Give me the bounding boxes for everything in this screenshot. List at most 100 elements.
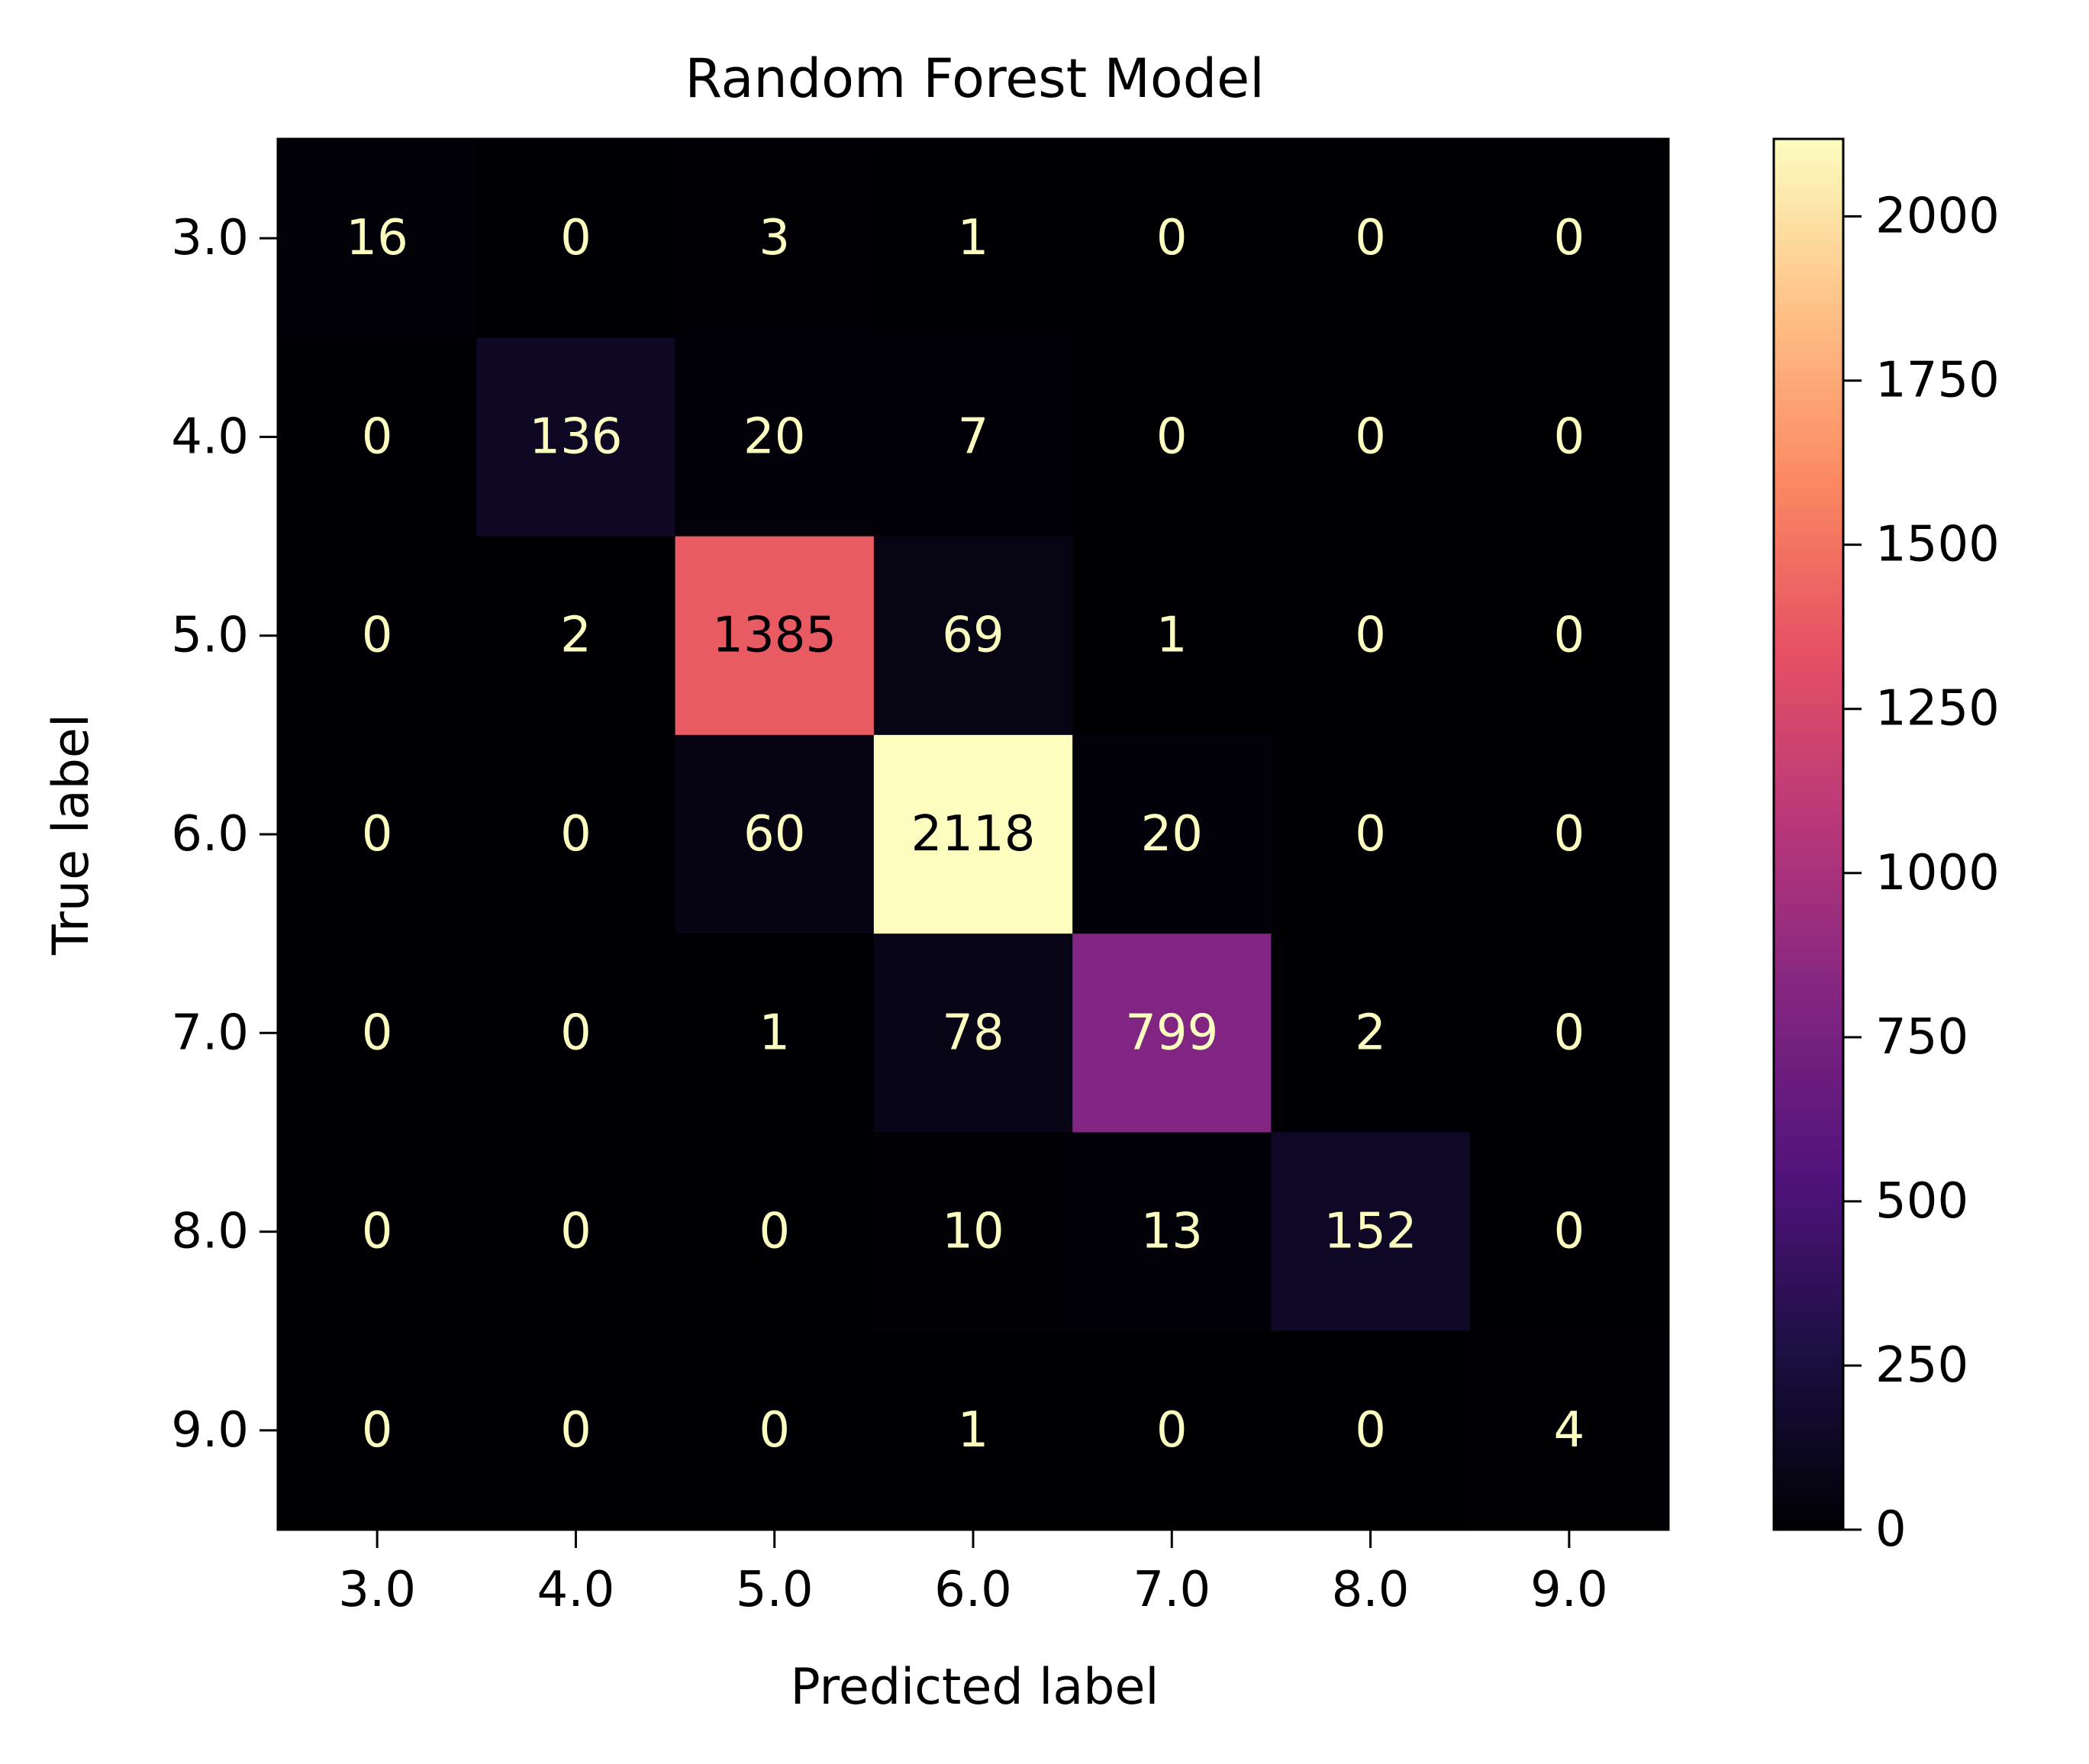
heatmap-cell <box>1469 139 1669 338</box>
x-axis-label: Predicted label <box>791 1659 1159 1716</box>
cell-value-label: 4 <box>1553 1402 1584 1459</box>
cell-value-label: 2 <box>560 608 592 664</box>
cell-value-label: 0 <box>759 1402 790 1459</box>
heatmap-cell <box>278 1132 477 1332</box>
y-tick-label: 7.0 <box>171 1005 249 1061</box>
cell-value-label: 0 <box>362 1005 393 1061</box>
colorbar-tick-label: 0 <box>1875 1501 1907 1558</box>
colorbar-tick-label: 500 <box>1875 1173 1968 1230</box>
colorbar-tick-label: 250 <box>1875 1337 1968 1394</box>
colorbar-tick-label: 1500 <box>1875 517 2000 573</box>
cell-value-label: 0 <box>560 1204 592 1260</box>
cell-value-label: 60 <box>743 806 805 863</box>
x-tick-label: 5.0 <box>736 1562 814 1618</box>
cell-value-label: 0 <box>560 210 592 266</box>
heatmap-cell <box>476 139 676 338</box>
heatmap-cell <box>873 1132 1073 1332</box>
heatmap-cell <box>1271 734 1471 934</box>
colorbar-tick-label: 1000 <box>1875 845 2000 901</box>
cell-value-label: 0 <box>560 1402 592 1459</box>
cell-value-label: 0 <box>1355 408 1386 465</box>
heatmap-cell <box>675 1132 875 1332</box>
heatmap-cell <box>278 337 477 537</box>
cell-value-label: 0 <box>362 408 393 465</box>
heatmap-cell <box>1469 536 1669 736</box>
y-tick-label: 3.0 <box>171 210 249 266</box>
cell-value-label: 78 <box>942 1005 1004 1061</box>
heatmap-cell <box>1271 536 1471 736</box>
cell-value-label: 20 <box>1141 806 1203 863</box>
heatmap-cell <box>476 734 676 934</box>
cell-value-label: 2 <box>1355 1005 1386 1061</box>
colorbar-frame <box>1772 137 1845 1531</box>
heatmap-cell <box>1469 1330 1669 1530</box>
heatmap-cell <box>1072 1330 1272 1530</box>
colorbar-tick-label: 750 <box>1875 1009 1968 1066</box>
colorbar: 0 250 500 750 1000 1250 1500 1750 2000 <box>1772 137 2000 1558</box>
heatmap-cell <box>1072 934 1272 1133</box>
cell-value-label: 0 <box>560 1005 592 1061</box>
colorbar-gradient <box>1774 139 1843 1530</box>
heatmap-cell <box>1072 734 1272 934</box>
heatmap-cell <box>873 934 1073 1133</box>
cell-value-label: 0 <box>1553 608 1584 664</box>
heatmap-cell <box>476 1330 676 1530</box>
cell-value-label: 0 <box>1553 1005 1584 1061</box>
cell-value-label: 1 <box>759 1005 790 1061</box>
heatmap-cell <box>675 337 875 537</box>
cell-value-label: 0 <box>362 608 393 664</box>
cell-value-label: 1385 <box>712 608 837 664</box>
heatmap-cell <box>1271 139 1471 338</box>
heatmap-cell <box>278 934 477 1133</box>
x-tick-label: 6.0 <box>934 1562 1012 1618</box>
cell-value-label: 2118 <box>911 806 1036 863</box>
heatmap-cell <box>873 734 1073 934</box>
heatmap-cell <box>278 536 477 736</box>
cell-value-label: 0 <box>1156 408 1188 465</box>
heatmap-cell <box>1072 1132 1272 1332</box>
cell-value-label: 1 <box>1156 608 1188 664</box>
cell-value-label: 0 <box>362 806 393 863</box>
heatmap-cell <box>278 734 477 934</box>
cell-value-label: 16 <box>346 210 408 266</box>
y-axis-label: True label <box>43 714 100 956</box>
cell-value-label: 0 <box>1355 608 1386 664</box>
heatmap-cell <box>1072 536 1272 736</box>
cell-value-label: 0 <box>560 806 592 863</box>
cell-value-label: 0 <box>362 1402 393 1459</box>
x-tick-label: 4.0 <box>537 1562 615 1618</box>
y-tick-label: 5.0 <box>171 608 249 664</box>
heatmap-cell <box>675 536 875 736</box>
colorbar-tick-label: 2000 <box>1875 189 2000 245</box>
chart-title: Random Forest Model <box>685 47 1264 110</box>
y-tick-label: 9.0 <box>171 1402 249 1459</box>
cell-value-label: 69 <box>942 608 1004 664</box>
x-tick-label: 3.0 <box>338 1562 416 1618</box>
heatmap-cell <box>873 337 1073 537</box>
heatmap-cell <box>1469 1132 1669 1332</box>
cell-value-label: 3 <box>759 210 790 266</box>
heatmap-cell <box>675 139 875 338</box>
cell-value-label: 10 <box>942 1204 1004 1260</box>
heatmap-cell <box>476 536 676 736</box>
cell-value-label: 799 <box>1125 1005 1218 1061</box>
x-axis: 3.0 4.0 5.0 6.0 7.0 8.0 9.0 <box>338 1530 1608 1618</box>
cell-value-label: 152 <box>1323 1204 1417 1260</box>
cell-value-label: 136 <box>529 408 622 465</box>
heatmap-cell <box>1271 1330 1471 1530</box>
x-tick-label: 7.0 <box>1133 1562 1211 1618</box>
cell-value-label: 1 <box>958 1402 989 1459</box>
y-tick-label: 6.0 <box>171 806 249 863</box>
heatmap-cell <box>1469 734 1669 934</box>
y-tick-label: 4.0 <box>171 408 249 465</box>
cell-value-label: 20 <box>743 408 805 465</box>
cell-value-label: 0 <box>1553 408 1584 465</box>
heatmap-cell <box>675 734 875 934</box>
cell-value-label: 0 <box>759 1204 790 1260</box>
heatmap-cell <box>1271 1132 1471 1332</box>
heatmap-cell <box>1271 934 1471 1133</box>
heatmap-cell <box>1469 337 1669 537</box>
cell-value-label: 0 <box>1553 210 1584 266</box>
heatmap-cell <box>476 337 676 537</box>
